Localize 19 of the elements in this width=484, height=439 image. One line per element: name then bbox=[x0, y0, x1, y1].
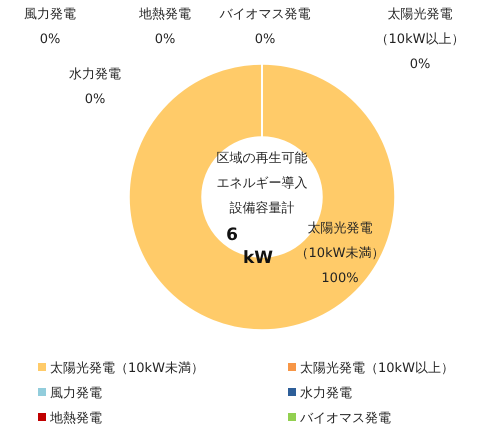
text: 0% bbox=[410, 57, 430, 72]
legend-label: 太陽光発電（10kW以上） bbox=[300, 361, 454, 376]
legend-label: 水力発電 bbox=[300, 386, 352, 401]
text: 6 bbox=[226, 225, 238, 245]
category-label: 風力発電 bbox=[24, 7, 76, 22]
data-label: 100% bbox=[321, 271, 359, 286]
category-label: バイオマス発電 bbox=[220, 7, 310, 22]
category-label: 地熱発電 bbox=[139, 7, 191, 22]
text: 0% bbox=[84, 92, 106, 107]
legend-label: 太陽光発電（10kW未満） bbox=[50, 361, 204, 376]
legend-label: 風力発電 bbox=[50, 386, 102, 401]
text: 0% bbox=[254, 32, 276, 47]
legend-label: バイオマス発電 bbox=[299, 411, 391, 426]
category-label: 太陽光発電（10kW以上） bbox=[376, 7, 464, 47]
legend-label: 地熱発電 bbox=[49, 411, 102, 426]
category-label: 水力発電 bbox=[69, 67, 121, 82]
text: 0% bbox=[40, 32, 60, 47]
text: 区域の再生可能エネルギー導入設備容量計 bbox=[216, 151, 308, 216]
text: 0% bbox=[154, 32, 176, 47]
